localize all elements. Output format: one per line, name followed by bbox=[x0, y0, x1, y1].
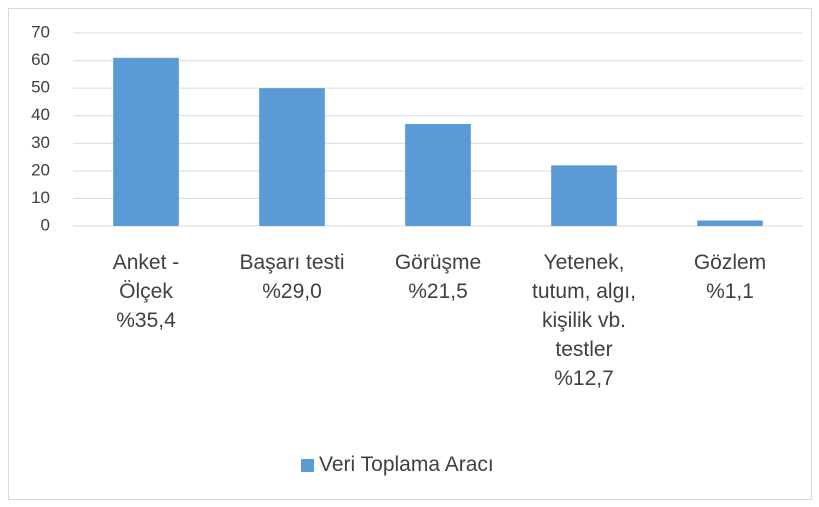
y-tick-label: 30 bbox=[31, 133, 50, 152]
y-tick-label: 0 bbox=[41, 215, 50, 234]
bar bbox=[405, 123, 471, 226]
bar bbox=[697, 220, 763, 226]
y-tick-label: 60 bbox=[31, 50, 50, 69]
x-tick-label: Anket - Ölçek %35,4 bbox=[112, 251, 180, 332]
x-tick-label: Gözlem %1,1 bbox=[693, 251, 767, 303]
bar bbox=[113, 57, 179, 226]
y-tick-label: 50 bbox=[31, 78, 50, 97]
legend-label: Veri Toplama Aracı bbox=[319, 453, 494, 476]
x-tick-label: Başarı testi %29,0 bbox=[239, 251, 345, 303]
legend-swatch bbox=[301, 459, 314, 472]
y-tick-label: 70 bbox=[31, 22, 50, 41]
y-tick-label: 10 bbox=[31, 188, 50, 207]
x-tick-label: Yetenek, tutum, algı, kişilik vb. testle… bbox=[532, 251, 636, 390]
bar bbox=[259, 88, 325, 227]
bar bbox=[551, 165, 617, 226]
x-tick-label: Görüşme %21,5 bbox=[394, 251, 482, 303]
y-tick-label: 20 bbox=[31, 160, 50, 179]
y-tick-label: 40 bbox=[31, 105, 50, 124]
